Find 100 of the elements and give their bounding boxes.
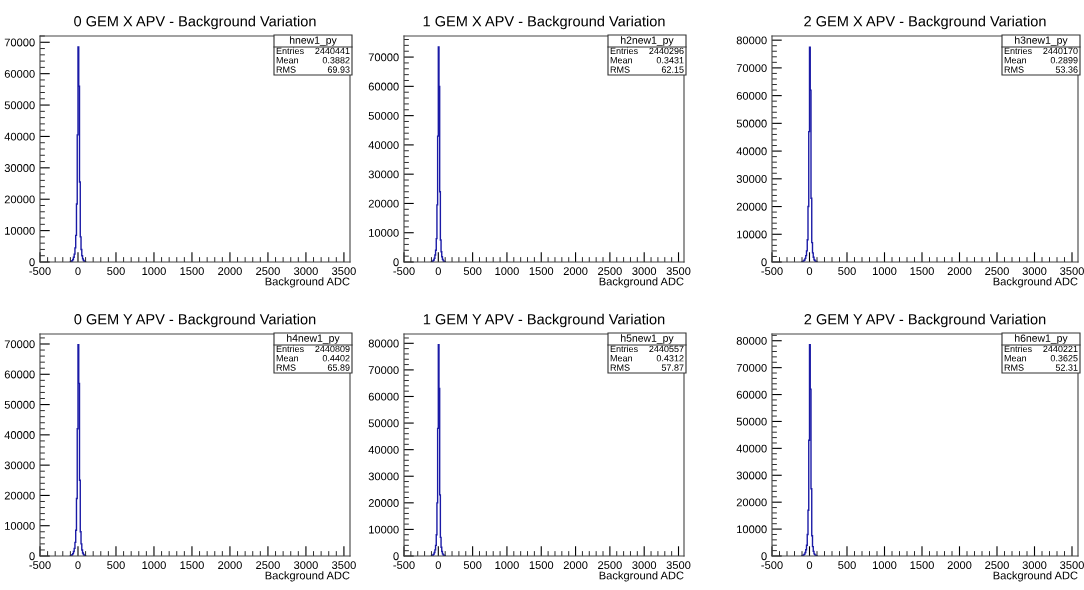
annotation: 57.87: [661, 364, 684, 371]
y-tick-label: 10000: [5, 521, 35, 530]
x-tick-label: 2000: [947, 561, 972, 570]
x-tick-label: 1500: [529, 267, 554, 276]
x-tick-label: 1500: [180, 267, 204, 276]
annotation: Mean: [276, 355, 298, 362]
x-axis-title: Background ADC: [265, 571, 350, 582]
x-tick-label: 3500: [666, 267, 691, 276]
x-tick-label: 2000: [218, 561, 242, 570]
x-tick-label: 3000: [294, 267, 318, 276]
y-tick-label: 20000: [368, 199, 399, 208]
y-tick-label: 70000: [4, 340, 35, 349]
y-tick-label: 70000: [368, 53, 399, 62]
y-tick-label: 40000: [368, 445, 399, 454]
annotation: RMS: [1004, 364, 1024, 371]
y-tick-label: 60000: [4, 370, 35, 379]
annotation: 65.89: [327, 364, 350, 371]
annotation: 2440221: [1043, 345, 1078, 353]
x-tick-label: 3500: [666, 561, 691, 570]
chart-title: 2 GEM Y APV - Background Variation: [804, 313, 1046, 328]
x-tick-label: -500: [29, 561, 51, 570]
y-tick-label: 0: [761, 258, 767, 267]
chart-title: 1 GEM X APV - Background Variation: [423, 15, 665, 30]
y-tick-label: 70000: [736, 363, 767, 372]
y-tick-label: 30000: [368, 472, 399, 481]
x-tick-label: 1500: [910, 267, 934, 276]
x-tick-label: 1000: [495, 561, 519, 570]
x-tick-label: 0: [435, 561, 441, 570]
annotation: Mean: [610, 57, 632, 64]
y-tick-label: 20000: [736, 202, 767, 211]
annotation: 2440170: [1043, 47, 1078, 55]
x-tick-label: 1500: [910, 561, 934, 570]
y-tick-label: 50000: [4, 101, 35, 110]
y-tick-label: 40000: [736, 444, 767, 453]
annotation: hnew1_py: [289, 36, 337, 46]
x-tick-label: 3000: [294, 561, 318, 570]
y-tick-label: 10000: [369, 228, 399, 237]
annotation: 2440441: [315, 47, 350, 55]
annotation: 52.31: [1055, 364, 1078, 371]
annotation: Mean: [1004, 355, 1026, 362]
y-tick-label: 0: [393, 552, 399, 561]
annotation: h3new1_py: [1015, 36, 1068, 46]
y-tick-label: 70000: [4, 38, 35, 47]
annotation: RMS: [610, 66, 630, 73]
annotation: RMS: [276, 66, 296, 73]
x-tick-label: 2500: [985, 561, 1009, 570]
y-tick-label: 0: [29, 258, 35, 267]
y-tick-label: 60000: [736, 91, 767, 100]
y-tick-label: 30000: [4, 461, 35, 470]
annotation: 2440809: [315, 345, 350, 353]
x-tick-label: 1500: [529, 561, 554, 570]
y-tick-label: 70000: [736, 64, 767, 73]
x-axis-title: Background ADC: [993, 571, 1078, 582]
x-tick-label: 500: [838, 561, 856, 570]
x-tick-label: 2000: [563, 267, 588, 276]
chart-title: 1 GEM Y APV - Background Variation: [423, 313, 665, 328]
y-tick-label: 30000: [736, 471, 767, 480]
y-tick-label: 50000: [736, 417, 767, 426]
annotation: Entries: [610, 345, 638, 353]
y-tick-label: 40000: [368, 141, 399, 150]
y-tick-label: 50000: [368, 111, 399, 120]
x-tick-label: 0: [435, 267, 441, 276]
x-tick-label: 0: [806, 267, 813, 276]
x-tick-label: 2000: [563, 561, 588, 570]
y-tick-label: 60000: [368, 82, 399, 91]
x-tick-label: 3000: [1022, 561, 1047, 570]
y-tick-label: 20000: [368, 499, 399, 507]
y-tick-label: 20000: [736, 498, 767, 507]
x-tick-label: -500: [761, 267, 783, 276]
x-tick-label: 1000: [872, 267, 897, 276]
y-tick-label: 0: [761, 552, 767, 561]
annotation: h2new1_py: [621, 36, 674, 46]
y-tick-label: 10000: [5, 226, 35, 235]
y-tick-label: 0: [393, 258, 399, 267]
x-tick-label: -500: [393, 561, 415, 570]
x-tick-label: 2500: [256, 267, 280, 276]
chart-title: 0 GEM X APV - Background Variation: [74, 15, 316, 30]
annotation: 0.2899: [1050, 57, 1078, 64]
x-tick-label: 2500: [985, 267, 1009, 276]
y-tick-label: 40000: [4, 431, 35, 439]
y-tick-label: 50000: [368, 419, 399, 428]
annotation: 62.15: [661, 66, 684, 73]
x-axis-title: Background ADC: [599, 277, 684, 288]
annotation: Entries: [276, 345, 304, 353]
x-tick-label: 3000: [632, 267, 657, 276]
x-tick-label: -500: [393, 267, 415, 276]
y-tick-label: 80000: [736, 336, 767, 345]
annotation: h5new1_py: [621, 334, 674, 344]
x-tick-label: 0: [75, 267, 81, 276]
x-tick-label: 2500: [256, 561, 280, 570]
x-tick-label: 3500: [331, 267, 356, 276]
annotation: Entries: [610, 47, 638, 55]
annotation: Mean: [1004, 57, 1026, 64]
annotation: Mean: [610, 355, 632, 362]
y-tick-label: 30000: [736, 175, 767, 183]
y-tick-label: 10000: [369, 525, 399, 534]
x-tick-label: 3000: [632, 561, 657, 570]
annotation: 53.36: [1055, 66, 1078, 73]
annotation: 0.4312: [656, 355, 684, 362]
x-axis-title: Background ADC: [265, 277, 350, 288]
